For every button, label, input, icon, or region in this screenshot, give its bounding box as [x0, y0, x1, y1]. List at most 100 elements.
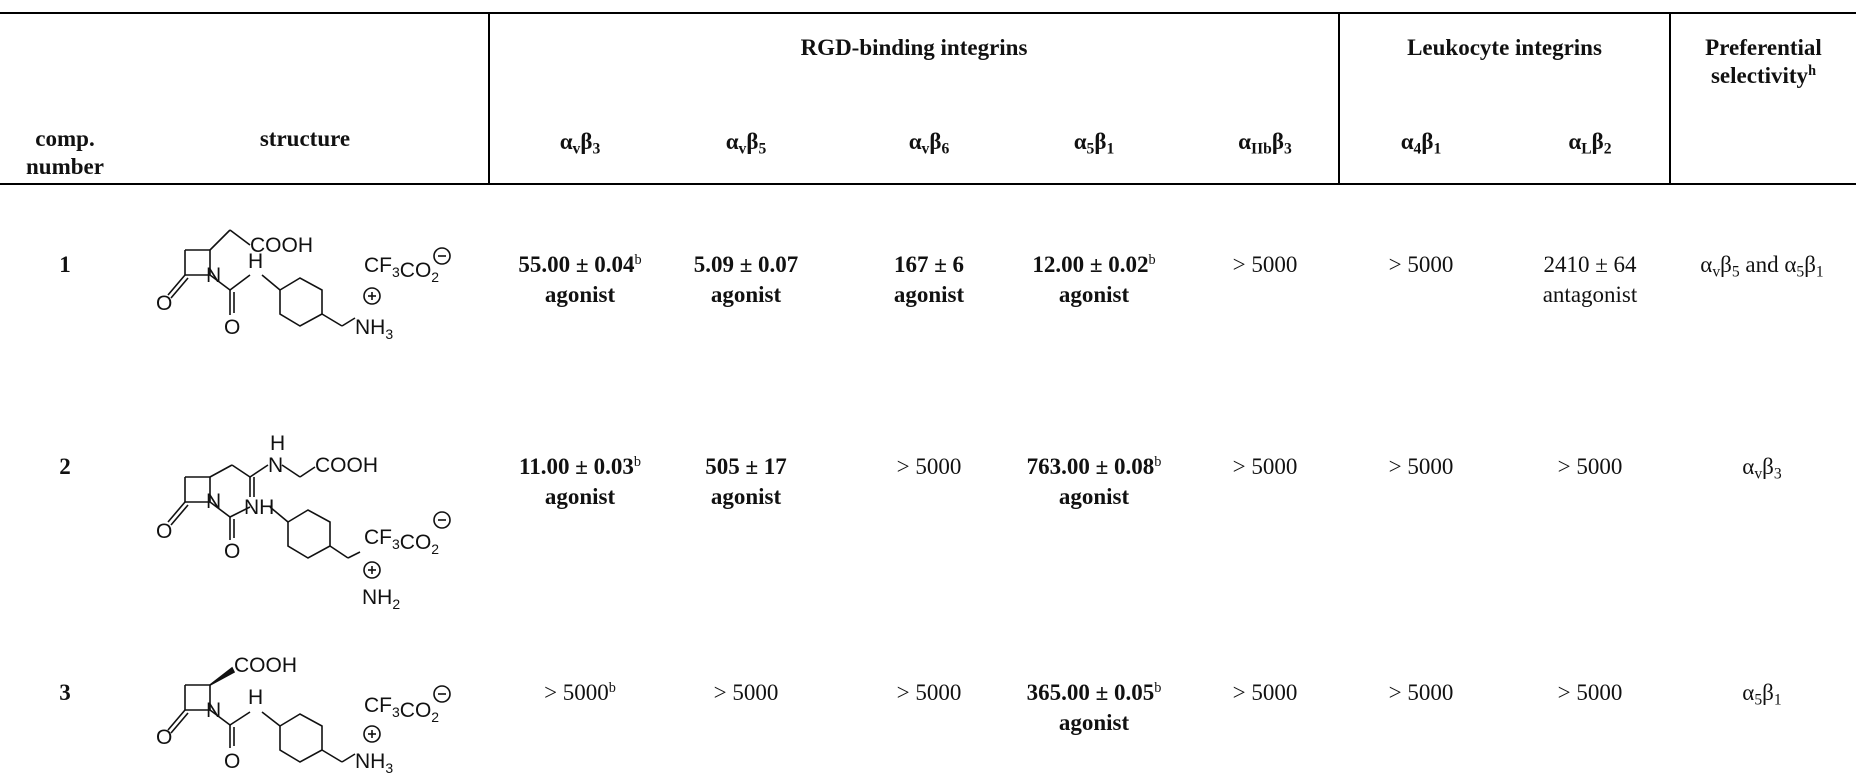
header-structure: structure [259, 126, 351, 151]
selectivity-cell: α5β1 [1667, 678, 1856, 708]
header-col-alpha-sub: IIb [1251, 140, 1272, 158]
cell-activity: agonist [544, 484, 616, 509]
header-comp-line2: number [26, 154, 104, 179]
header-preferential-line2: selectivity [1710, 63, 1809, 88]
cell-value: 167 ± 6 [893, 252, 965, 277]
cell-value: > 5000 [713, 680, 779, 705]
cell-activity: agonist [893, 282, 965, 307]
table-cell: 505 ± 17 agonist [656, 452, 836, 512]
header-col-beta: β [1094, 129, 1107, 154]
struct1-h: H [248, 250, 263, 273]
header-preferential-selectivity: Preferential selectivityh [1671, 34, 1856, 90]
cell-value: > 5000 [896, 680, 962, 705]
structure-compound-3: COOH N H O O CF3CO2 NH3 [156, 654, 451, 775]
struct1-cooh: COOH [250, 234, 313, 257]
cell-value: > 5000 [1388, 454, 1454, 479]
cell-activity: agonist [710, 282, 782, 307]
selectivity-cell: αvβ5 and α5β1 [1667, 250, 1856, 280]
cell-activity: agonist [1058, 484, 1130, 509]
table-cell: > 5000 [1331, 678, 1511, 708]
header-preferential-sup: h [1808, 63, 1816, 80]
header-col-2: αvβ6 [849, 128, 1009, 158]
header-col-alpha-sub: v [921, 140, 930, 158]
header-col-beta: β [580, 129, 593, 154]
header-col-beta: β [746, 129, 759, 154]
cell-activity: antagonist [1542, 282, 1638, 307]
cell-activity: agonist [1058, 282, 1130, 307]
cell-footnote: b [633, 454, 641, 471]
header-col-alpha: α [908, 129, 922, 154]
selectivity-value: α5β1 [1742, 680, 1782, 709]
column-divider-rgd-leukocyte [1338, 12, 1340, 185]
cell-value: > 5000 [1557, 680, 1623, 705]
table-cell: > 5000 [656, 678, 836, 708]
struct3-minus-charge [433, 685, 451, 703]
structure-compound-2: N H COOH N NH O O O CF3CO2 NH2 [156, 432, 451, 612]
cell-value: > 5000 [1232, 454, 1298, 479]
cell-value: 505 ± 17 [705, 454, 787, 479]
cell-value: > 5000 [1388, 252, 1454, 277]
cell-value: 5.09 ± 0.07 [693, 252, 799, 277]
header-col-beta-sub: 1 [1106, 140, 1115, 158]
struct2-cooh: COOH [315, 454, 378, 477]
cell-footnote: b [608, 680, 616, 697]
cell-value: > 5000 [1388, 680, 1454, 705]
table-cell: 365.00 ± 0.05b agonist [1004, 678, 1184, 738]
header-col-beta-sub: 2 [1603, 140, 1612, 158]
header-col-beta-sub: 6 [941, 140, 950, 158]
table-cell: > 5000 [1175, 452, 1355, 482]
table-cell: > 5000 [839, 678, 1019, 708]
table-cell: > 5000 [1175, 678, 1355, 708]
header-col-0: αvβ3 [500, 128, 660, 157]
struct2-minus-charge [433, 511, 451, 529]
table-cell: > 5000 [1175, 250, 1355, 280]
header-col-4: αIIbβ3 [1185, 128, 1345, 158]
comp-number-2: 2 [59, 454, 71, 479]
struct3-h: H [248, 686, 263, 709]
struct1-o2: O [224, 316, 240, 339]
struct3-o2: O [224, 750, 240, 773]
header-col-beta-sub: 5 [758, 140, 767, 158]
cell-value: > 5000 [1232, 680, 1298, 705]
struct2-o1: O [156, 520, 172, 543]
header-leukocyte-integrins: Leukocyte integrins [1407, 35, 1602, 60]
struct1-o1: O [156, 292, 172, 315]
struct3-amine: NH3 [355, 750, 393, 775]
struct3-n: N [206, 699, 221, 722]
header-col-alpha-sub: v [738, 140, 747, 158]
cell-footnote: b [1148, 252, 1156, 269]
struct2-plus-charge [363, 561, 381, 579]
comp-number-1: 1 [59, 252, 71, 277]
header-col-beta-sub: 3 [1284, 140, 1292, 158]
header-col-alpha: α [1400, 129, 1414, 154]
struct3-anion: CF3CO2 [364, 694, 439, 725]
column-divider-structure-rgd [488, 12, 490, 185]
cell-activity: agonist [544, 282, 616, 307]
header-col-alpha: α [1073, 129, 1087, 154]
struct1-minus-charge [433, 247, 451, 265]
table-cell: > 5000 [1331, 250, 1511, 280]
header-col-5: α4β1 [1341, 128, 1501, 157]
table-cell: 12.00 ± 0.02b agonist [1004, 250, 1184, 310]
header-rgd-binding-integrins: RGD-binding integrins [800, 35, 1028, 60]
table-cell: > 5000 [1500, 452, 1680, 482]
header-col-alpha-sub: 5 [1086, 140, 1095, 158]
table-cell: 55.00 ± 0.04b agonist [490, 250, 670, 310]
header-col-1: αvβ5 [666, 128, 826, 158]
table-cell: 167 ± 6 agonist [839, 250, 1019, 310]
header-col-alpha: α [559, 129, 573, 154]
cell-value: > 5000 [896, 454, 962, 479]
struct2-n: N [268, 454, 283, 477]
struct2-amine: NH2 [362, 586, 400, 612]
cell-value: 55.00 ± 0.04 [518, 252, 635, 277]
header-col-alpha-sub: L [1581, 140, 1592, 158]
table-top-rule [0, 12, 1856, 14]
header-col-3: α5β1 [1014, 128, 1174, 158]
cell-footnote: b [1154, 680, 1162, 697]
header-col-beta: β [929, 129, 942, 154]
table-cell: > 5000 [839, 452, 1019, 482]
cell-footnote: b [634, 252, 642, 269]
cell-activity: agonist [710, 484, 782, 509]
cell-value: 12.00 ± 0.02 [1032, 252, 1149, 277]
selectivity-value: αvβ5 and α5β1 [1700, 252, 1824, 281]
